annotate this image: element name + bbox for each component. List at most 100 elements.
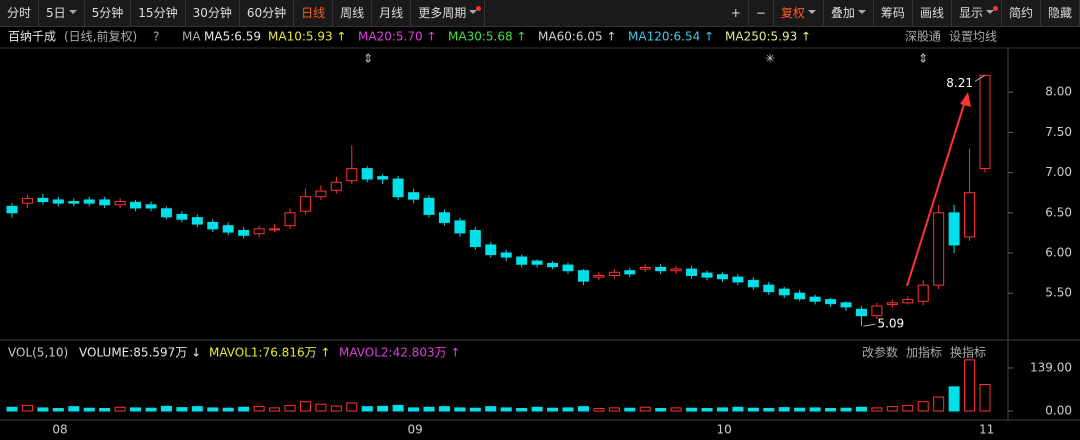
volume-bar bbox=[315, 403, 327, 412]
toolbar-button[interactable]: 复权 bbox=[774, 0, 824, 26]
volume-bar bbox=[964, 359, 976, 412]
volume-bar bbox=[871, 407, 883, 412]
toolbar-button[interactable]: 5分钟 bbox=[85, 0, 132, 26]
y-tick-label: 5.50 bbox=[1045, 286, 1072, 300]
candle-body bbox=[191, 217, 203, 225]
candle-body bbox=[21, 197, 33, 204]
volume-bar bbox=[253, 405, 265, 412]
candle-body bbox=[438, 212, 450, 223]
candle-body bbox=[655, 266, 667, 272]
volume-bar bbox=[299, 401, 311, 412]
toolbar-button[interactable]: 15分钟 bbox=[131, 0, 186, 26]
candle-body bbox=[979, 74, 991, 170]
annotation: 5.09 bbox=[877, 317, 904, 331]
volume-bar bbox=[37, 407, 49, 412]
indicator-button[interactable]: 加指标 bbox=[906, 345, 942, 360]
volume-bar bbox=[531, 406, 543, 412]
toolbar-button[interactable]: 筹码 bbox=[874, 0, 913, 26]
info-button[interactable]: 深股通 bbox=[905, 30, 941, 44]
toolbar-button[interactable]: 30分钟 bbox=[186, 0, 240, 26]
candle-body bbox=[716, 274, 728, 280]
toolbar-button[interactable]: 日线 bbox=[294, 0, 334, 26]
volume-bar bbox=[21, 404, 33, 412]
volume-bar bbox=[284, 404, 296, 412]
volume-bar bbox=[6, 406, 18, 412]
candle-body bbox=[902, 299, 914, 304]
candle-body bbox=[469, 229, 481, 248]
volume-bar bbox=[825, 408, 837, 412]
chart-mode: (日线,前复权) bbox=[64, 29, 137, 44]
candle-body bbox=[408, 192, 420, 200]
volume-bar bbox=[655, 408, 667, 412]
volume-legend: VOL(5,10) bbox=[8, 346, 68, 360]
volume-bar bbox=[454, 407, 466, 412]
candle-body bbox=[871, 305, 883, 317]
volume-bar bbox=[624, 407, 636, 412]
toolbar-button[interactable]: − bbox=[749, 0, 774, 26]
volume-bar bbox=[886, 406, 898, 412]
volume-bar bbox=[686, 407, 698, 412]
indicator-button[interactable]: 换指标 bbox=[950, 345, 986, 360]
info-button[interactable]: 设置均线 bbox=[949, 30, 997, 44]
toolbar-button[interactable]: 显示 bbox=[952, 0, 1002, 26]
candle-body bbox=[917, 284, 929, 302]
y-tick-label: 6.50 bbox=[1045, 205, 1072, 219]
marker-icon: ⇕ bbox=[363, 52, 373, 66]
volume-bar bbox=[547, 407, 559, 412]
toolbar-button[interactable]: 周线 bbox=[333, 0, 373, 26]
toolbar-button[interactable]: 隐藏 bbox=[1041, 0, 1080, 26]
volume-bar bbox=[701, 408, 713, 412]
candle-body bbox=[346, 168, 358, 182]
candle-body bbox=[130, 201, 142, 209]
toolbar-button[interactable]: 5日 bbox=[39, 0, 85, 26]
volume-bar bbox=[562, 407, 574, 412]
x-tick-label: 11 bbox=[979, 423, 994, 437]
toolbar-button[interactable]: + bbox=[724, 0, 749, 26]
volume-bar bbox=[52, 408, 64, 412]
y-tick-label: 7.50 bbox=[1045, 125, 1072, 139]
volume-bar bbox=[902, 404, 914, 412]
candle-body bbox=[547, 262, 559, 268]
volume-bar bbox=[485, 406, 497, 412]
toolbar-button[interactable]: 月线 bbox=[372, 0, 412, 26]
volume-bar bbox=[408, 407, 420, 412]
volume-bar bbox=[238, 406, 250, 412]
toolbar-button[interactable]: 60分钟 bbox=[240, 0, 295, 26]
y-tick-label: 6.00 bbox=[1045, 246, 1072, 260]
toolbar-button[interactable]: 叠加 bbox=[824, 0, 874, 26]
candle-body bbox=[68, 201, 80, 204]
volume-bar bbox=[608, 407, 620, 412]
help-icon[interactable]: ? bbox=[153, 30, 159, 44]
volume-bar bbox=[747, 407, 759, 412]
candle-body bbox=[886, 302, 898, 305]
candle-body bbox=[639, 266, 651, 270]
toolbar-button[interactable]: 简约 bbox=[1002, 0, 1041, 26]
volume-bar bbox=[593, 408, 605, 412]
chart: ⇕ ✳ ⇕ 百纳千成 (日线,前复权)? MA MA5:6.59 MA10:5.93 ↑… bbox=[0, 29, 1080, 437]
indicator-button[interactable]: 改参数 bbox=[862, 345, 898, 360]
candle-body bbox=[933, 212, 945, 286]
candle-body bbox=[686, 268, 698, 277]
toolbar-button[interactable]: 更多周期 bbox=[411, 0, 486, 26]
volume-legend: VOLUME:85.597万 ↓ bbox=[79, 346, 201, 360]
volume-bar bbox=[763, 408, 775, 412]
marker-icon: ⇕ bbox=[918, 52, 928, 66]
ma-label: MA bbox=[182, 30, 201, 44]
candle-body bbox=[500, 252, 512, 258]
x-tick-label: 08 bbox=[52, 423, 67, 437]
volume-bar bbox=[732, 406, 744, 412]
volume-bar bbox=[191, 406, 203, 412]
toolbar-button[interactable]: 画线 bbox=[913, 0, 952, 26]
toolbar-button[interactable]: 分时 bbox=[0, 0, 40, 26]
candle-body bbox=[269, 228, 281, 231]
volume-bar bbox=[979, 383, 991, 412]
candle-body bbox=[114, 201, 126, 206]
volume-bar bbox=[469, 407, 481, 412]
candle-body bbox=[732, 276, 744, 283]
volume-bar bbox=[99, 408, 111, 412]
candle-body bbox=[423, 197, 435, 215]
candle-body bbox=[299, 196, 311, 212]
volume-bar bbox=[346, 402, 358, 412]
candle-body bbox=[52, 199, 64, 204]
